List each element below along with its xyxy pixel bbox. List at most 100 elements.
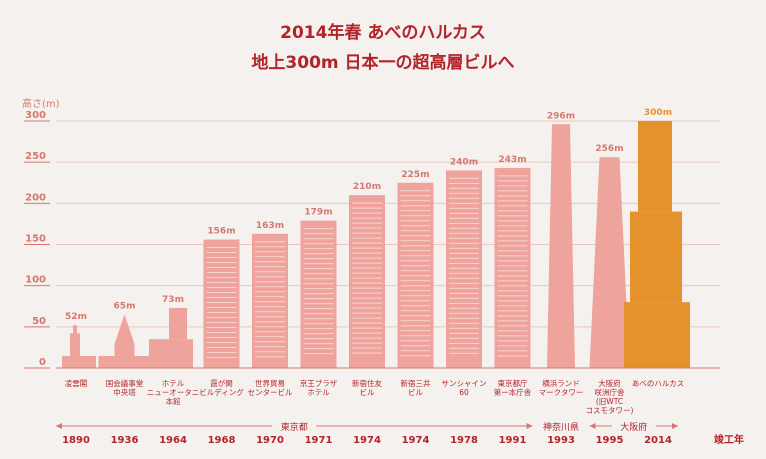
building-name-label: 凌雲閣 — [65, 378, 88, 388]
building-shape — [630, 211, 682, 303]
building-name-line: サンシャイン — [442, 379, 487, 388]
region-arrowhead — [56, 423, 62, 429]
chart-title-line2: 地上300m 日本一の超高層ビルへ — [251, 53, 515, 73]
year-label: 1971 — [305, 435, 333, 446]
building-name-line: マークタワー — [539, 388, 584, 397]
year-label: 1936 — [111, 435, 139, 446]
y-axis-label: 高さ(m) — [22, 97, 60, 110]
value-label: 296m — [547, 111, 575, 121]
value-label: 65m — [114, 301, 136, 311]
building-name-line: 60 — [459, 388, 469, 397]
value-label: 210m — [353, 182, 381, 192]
region-arrowhead — [589, 423, 596, 429]
region-label-bg — [539, 419, 583, 432]
building-name-label: 東京都庁第一本庁舎 — [494, 378, 532, 397]
region-bracket: 東京都 — [56, 419, 533, 433]
building-shape — [589, 157, 630, 368]
region-label: 神奈川県 — [543, 421, 579, 433]
region-arrowhead — [526, 423, 533, 429]
building-name-line: センタービル — [248, 388, 293, 397]
building-bar — [300, 220, 337, 368]
value-label: 256m — [595, 144, 623, 154]
building-shape — [169, 307, 187, 340]
value-label: 225m — [401, 170, 429, 180]
building-name-label: 大阪府咲洲庁舎(旧WTC コスモタワー) — [586, 378, 634, 415]
region-label: 東京都 — [281, 421, 308, 433]
building-bar — [446, 170, 482, 368]
year-label: 1995 — [596, 435, 624, 446]
building-bar — [397, 182, 434, 368]
year-label: 1890 — [62, 435, 90, 446]
building-bar — [203, 239, 240, 368]
value-label: 52m — [65, 312, 87, 322]
building-shape — [624, 302, 690, 368]
building-shape — [70, 333, 80, 368]
building-name-line: ビルディング — [199, 387, 244, 397]
building-name-label: 新宿三井ビル — [401, 378, 431, 397]
building-name-line: 霞が関 — [210, 378, 233, 388]
building-name-line: 京王プラザ — [300, 378, 338, 388]
building-bar — [252, 233, 288, 368]
building-name-line: 東京都庁 — [498, 378, 528, 388]
building-shape — [73, 325, 77, 335]
y-tick-label: 300 — [25, 110, 46, 121]
building-name-line: 本館 — [166, 396, 181, 406]
building-shape — [203, 239, 240, 368]
y-tick-label: 250 — [25, 151, 46, 162]
year-label: 1968 — [208, 435, 236, 446]
value-label: 240m — [450, 157, 478, 167]
building-name-label: 京王プラザホテル — [300, 378, 338, 397]
building-shape — [114, 314, 135, 344]
region-bracket: 大阪府 — [589, 419, 678, 433]
building-name-line: 世界貿易 — [255, 378, 285, 388]
year-label: 1974 — [402, 435, 430, 446]
building-name-line: ニューオータニ — [147, 388, 200, 397]
building-name-line: 凌雲閣 — [65, 378, 88, 388]
region-label-bg — [611, 419, 656, 432]
building-bar — [62, 325, 96, 368]
building-name-line: ビル — [360, 388, 375, 397]
building-name-line: 新宿三井 — [401, 378, 431, 388]
building-name-line: あべのハルカス — [632, 379, 684, 388]
building-name-line: 国会議事堂 — [106, 378, 144, 388]
chart-title-line1: 2014年春 あべのハルカス — [280, 23, 486, 43]
region-label: 大阪府 — [620, 421, 647, 433]
building-shape — [98, 356, 151, 368]
building-name-line: 咲洲庁舎 — [595, 387, 625, 397]
building-shape — [114, 344, 135, 356]
building-bar — [98, 314, 151, 368]
building-shape — [547, 124, 575, 368]
value-label: 73m — [162, 295, 184, 305]
y-tick-label: 50 — [32, 316, 46, 327]
year-label: 1974 — [353, 435, 381, 446]
y-tick-label: 0 — [39, 357, 46, 368]
building-shape — [252, 233, 288, 368]
x-axis-label: 竣工年 — [714, 433, 744, 446]
year-label: 1991 — [499, 435, 527, 446]
building-bar — [149, 307, 193, 368]
building-name-line: ホテル — [307, 388, 330, 397]
building-shape — [300, 220, 337, 368]
building-name-line: 新宿住友 — [352, 378, 382, 388]
building-name-label: 霞が関ビルディング — [199, 378, 244, 397]
year-label: 1978 — [450, 435, 478, 446]
region-label-bg — [272, 419, 317, 432]
building-name-line: 中央塔 — [113, 387, 136, 397]
building-bar — [624, 121, 690, 368]
region-arrowhead — [672, 423, 678, 429]
building-bar — [349, 195, 385, 368]
building-bar — [589, 157, 630, 368]
y-tick-label: 150 — [25, 234, 46, 245]
year-label: 1970 — [256, 435, 284, 446]
value-label: 179m — [304, 208, 332, 218]
building-name-label: 新宿住友ビル — [352, 378, 382, 397]
building-name-label: 世界貿易センタービル — [248, 378, 293, 397]
building-name-line: ビル — [408, 388, 423, 397]
building-name-line: 第一本庁舎 — [494, 387, 532, 397]
building-bar — [494, 167, 531, 368]
value-label: 163m — [256, 221, 284, 231]
year-label: 1993 — [547, 435, 575, 446]
building-name-label: 国会議事堂中央塔 — [106, 378, 144, 397]
